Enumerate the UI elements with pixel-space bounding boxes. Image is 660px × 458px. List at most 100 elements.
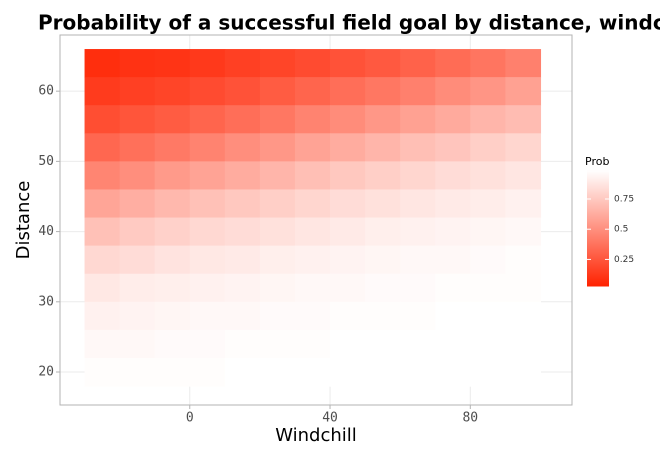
heat-cell	[189, 77, 226, 106]
colorbar-segment	[587, 246, 609, 249]
heat-cell	[119, 49, 156, 78]
heat-cell	[154, 105, 191, 134]
heat-cell	[84, 217, 121, 247]
heat-cell	[470, 161, 506, 191]
colorbar-segment	[587, 196, 609, 199]
colorbar-segment	[587, 278, 609, 281]
heat-cell	[400, 77, 436, 106]
heat-cell	[154, 77, 191, 106]
heat-cell	[400, 49, 436, 78]
y-tick-label: 50	[38, 154, 54, 169]
heat-cell	[505, 189, 542, 219]
heat-cell	[400, 357, 436, 387]
colorbar-segment	[587, 280, 609, 283]
colorbar-segment	[587, 226, 609, 229]
heat-cell	[365, 105, 401, 134]
heat-cell	[435, 189, 471, 219]
heat-cell	[470, 189, 506, 219]
heat-cell	[470, 133, 506, 162]
heat-cell	[330, 301, 366, 331]
heat-cell	[189, 357, 226, 387]
heat-cell	[154, 189, 191, 219]
colorbar-segment	[587, 258, 609, 261]
colorbar-segment	[587, 256, 609, 259]
heat-cell	[154, 245, 191, 275]
heat-cell	[400, 105, 436, 134]
heat-cell	[294, 273, 331, 303]
heat-cell	[505, 273, 542, 303]
heat-cell	[154, 301, 191, 331]
colorbar-segment	[587, 222, 609, 225]
colorbar-segment	[587, 276, 609, 279]
heat-cell	[505, 357, 542, 387]
colorbar-label: 0.5	[614, 225, 628, 235]
heat-cell	[294, 161, 331, 191]
heat-cell	[259, 357, 296, 387]
heat-cell	[400, 133, 436, 162]
heat-cell	[365, 77, 401, 106]
heat-cell	[435, 161, 471, 191]
heat-cell	[224, 77, 261, 106]
colorbar-segment	[587, 248, 609, 251]
heat-cell	[119, 301, 156, 331]
heat-cell	[294, 245, 331, 275]
colorbar-segment	[587, 264, 609, 267]
heat-cell	[435, 105, 471, 134]
colorbar-segment	[587, 284, 609, 287]
legend-title: Prob	[585, 155, 609, 168]
heat-cell	[119, 189, 156, 219]
heat-cell	[330, 77, 366, 106]
heat-cell	[189, 189, 226, 219]
heat-cell	[224, 357, 261, 387]
heat-cell	[505, 105, 542, 134]
colorbar-segment	[587, 174, 609, 177]
heat-cell	[365, 189, 401, 219]
colorbar-segment	[587, 184, 609, 187]
heat-cell	[259, 189, 296, 219]
colorbar-segment	[587, 282, 609, 285]
heat-cell	[330, 133, 366, 162]
heat-cell	[224, 133, 261, 162]
heat-cell	[189, 301, 226, 331]
y-tick-label: 20	[38, 365, 54, 380]
colorbar-segment	[587, 210, 609, 213]
heat-cell	[189, 273, 226, 303]
heat-cell	[400, 161, 436, 191]
heat-cell	[470, 329, 506, 359]
x-axis-label: Windchill	[275, 425, 357, 446]
heat-cell	[330, 217, 366, 247]
colorbar-segment	[587, 244, 609, 247]
heat-cell	[400, 329, 436, 359]
colorbar-segment	[587, 182, 609, 185]
heat-cell	[84, 273, 121, 303]
heat-cell	[154, 273, 191, 303]
colorbar-segment	[587, 232, 609, 235]
y-tick-label: 40	[38, 224, 54, 239]
heat-cell	[400, 273, 436, 303]
colorbar-segment	[587, 242, 609, 245]
heat-cell	[470, 49, 506, 78]
colorbar-segment	[587, 270, 609, 273]
colorbar-segment	[587, 214, 609, 217]
heat-cell	[505, 329, 542, 359]
heat-cell	[435, 49, 471, 78]
heat-cell	[505, 217, 542, 247]
heat-cell	[154, 161, 191, 191]
heat-cell	[189, 245, 226, 275]
heat-cell	[470, 301, 506, 331]
colorbar-label: 0.25	[614, 255, 634, 265]
colorbar-segment	[587, 218, 609, 221]
heat-cell	[189, 329, 226, 359]
heat-cell	[189, 217, 226, 247]
heat-cell	[224, 49, 261, 78]
colorbar-segment	[587, 234, 609, 237]
heat-cell	[189, 105, 226, 134]
chart-title: Probability of a successful field goal b…	[38, 11, 660, 35]
heat-cell	[294, 217, 331, 247]
heat-cell	[154, 329, 191, 359]
colorbar-segment	[587, 188, 609, 191]
heat-cell	[154, 357, 191, 387]
panel-border	[59, 34, 573, 406]
heat-cell	[435, 301, 471, 331]
y-tick-label: 60	[38, 84, 54, 99]
